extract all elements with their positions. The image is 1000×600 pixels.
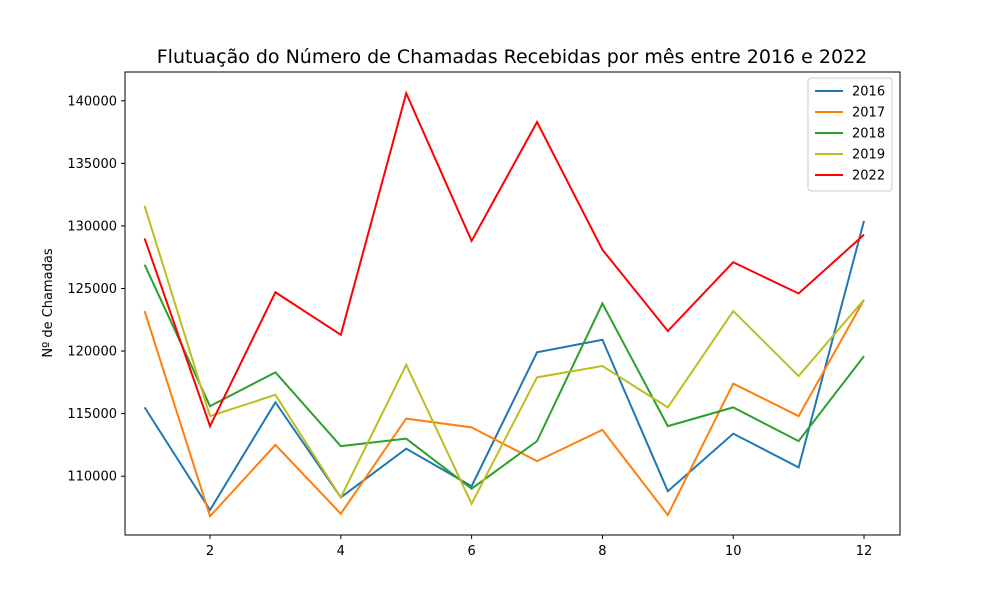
series-line-2018 — [143, 264, 865, 490]
x-tick-label: 6 — [467, 544, 475, 559]
legend-label-2022: 2022 — [852, 169, 885, 184]
chart-title: Flutuação do Número de Chamadas Recebida… — [157, 46, 868, 68]
x-tick-label: 2 — [206, 544, 214, 559]
y-tick-label: 130000 — [67, 219, 117, 234]
legend-label-2019: 2019 — [852, 148, 885, 163]
legend: 2016 2017 2018 2019 2022 — [807, 77, 893, 192]
legend-label-2016: 2016 — [852, 85, 885, 100]
x-tick-label: 10 — [725, 544, 742, 559]
legend-label-2018: 2018 — [852, 127, 885, 142]
series-line-2019 — [143, 205, 865, 506]
legend-label-2017: 2017 — [852, 106, 885, 121]
y-tick-label: 140000 — [67, 94, 117, 109]
axes-frame — [124, 71, 901, 536]
x-tick-label: 12 — [856, 544, 873, 559]
x-tick-label: 4 — [337, 544, 345, 559]
y-axis-label: Nº de Chamadas — [41, 248, 56, 357]
series-line-2016 — [143, 220, 865, 512]
series-line-2022 — [143, 90, 865, 429]
y-tick-label: 115000 — [67, 407, 117, 422]
y-tick-label: 125000 — [67, 282, 117, 297]
plot-area: 2 4 6 8 10 12 110000 115000 120000 125000 130000 13… — [67, 71, 901, 559]
x-tick-label: 8 — [598, 544, 606, 559]
y-tick-label: 110000 — [67, 470, 117, 485]
legend-box — [807, 77, 893, 192]
y-tick-label: 135000 — [67, 157, 117, 172]
y-tick-label: 120000 — [67, 345, 117, 360]
series-line-2017 — [143, 299, 865, 519]
